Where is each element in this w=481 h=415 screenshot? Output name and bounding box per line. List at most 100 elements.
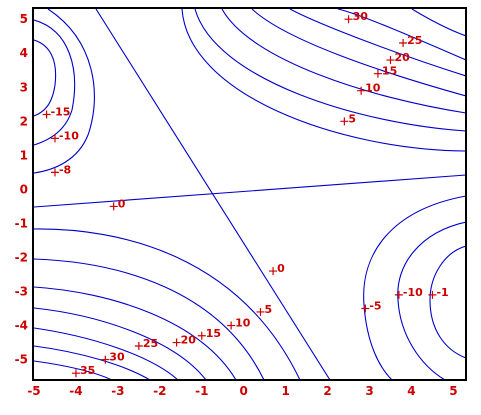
contour-line — [34, 39, 57, 117]
contour-line — [34, 228, 301, 380]
contour-line — [34, 19, 76, 146]
contour-label-text: 25 — [407, 34, 422, 47]
contour-line — [95, 9, 331, 380]
contour-label-marker — [344, 15, 353, 24]
contour-line — [194, 9, 466, 132]
contour-label-text: -5 — [369, 300, 381, 313]
contour-line — [34, 9, 95, 174]
x-tick-label: 5 — [449, 384, 457, 398]
contour-line — [34, 307, 207, 380]
contour-line — [34, 258, 265, 380]
contour-line — [34, 286, 237, 380]
contour-label-marker — [428, 290, 437, 299]
y-tick-label: -1 — [15, 216, 28, 230]
contour-label-text: 15 — [206, 327, 221, 340]
y-tick-label: 1 — [20, 148, 28, 162]
contour-label-text: -1 — [436, 286, 448, 299]
contour-label-text: 15 — [382, 65, 397, 78]
y-tick-label: 0 — [20, 182, 28, 196]
contour-label-text: 0 — [277, 262, 285, 275]
x-tick-label: 2 — [323, 384, 331, 398]
contour-label-marker — [172, 338, 181, 347]
contour-label-marker — [42, 110, 51, 119]
contour-label: 5 — [340, 112, 356, 125]
contour-line — [181, 9, 466, 152]
x-tick-label: -3 — [111, 384, 124, 398]
contour-lines — [34, 9, 466, 380]
x-tick-labels: -5 -4 -3 -2 -1 0 1 2 3 4 5 — [27, 384, 457, 398]
contour-label-marker — [386, 56, 395, 65]
y-tick-label: -3 — [15, 285, 28, 299]
contour-label: 20 — [172, 334, 197, 347]
contour-label-marker — [269, 267, 278, 276]
contour-label-text: -8 — [59, 163, 71, 176]
x-tick-label: -1 — [195, 384, 208, 398]
contour-line — [34, 327, 179, 380]
x-tick-label: -5 — [27, 384, 40, 398]
contour-label: 25 — [134, 337, 158, 350]
contour-label-marker — [101, 355, 110, 364]
contour-line — [337, 9, 466, 61]
contour-label: -10 — [50, 129, 79, 143]
contour-label: 5 — [256, 303, 272, 316]
contour-label: 0 — [269, 262, 285, 276]
y-tick-label: 5 — [20, 12, 28, 26]
contour-label: 10 — [357, 82, 381, 95]
contour-line — [34, 360, 113, 380]
contour-label-marker — [399, 39, 408, 48]
contour-label-text: -10 — [403, 286, 423, 299]
contour-label: -1 — [428, 286, 449, 299]
contour-label: 25 — [399, 34, 422, 48]
x-tick-label: 1 — [281, 384, 289, 398]
contour-label-text: 0 — [118, 197, 126, 210]
contour-label: 20 — [386, 51, 410, 65]
contour-line — [397, 221, 466, 380]
contour-line — [34, 345, 151, 380]
contour-label-text: 10 — [365, 82, 381, 95]
contour-label-text: 5 — [264, 303, 272, 316]
contour-label-marker — [256, 307, 265, 316]
x-tick-label: 3 — [365, 384, 373, 398]
contour-label: 35 — [71, 364, 95, 378]
y-tick-label: -4 — [15, 319, 28, 333]
y-tick-label: 2 — [20, 114, 28, 128]
y-tick-label: -2 — [15, 250, 28, 264]
contour-label: 30 — [101, 351, 125, 364]
y-tick-label: 4 — [20, 46, 28, 60]
contour-label-text: 35 — [80, 364, 95, 377]
x-tick-label: -4 — [69, 384, 82, 398]
x-tick-label: 4 — [407, 384, 415, 398]
contour-label-marker — [50, 168, 59, 177]
contour-label: 10 — [227, 317, 251, 330]
contour-line — [34, 174, 466, 208]
contour-label-marker — [50, 134, 59, 143]
contour-label-text: -15 — [51, 106, 71, 119]
contour-labels: 30252015105-15-10-8005101520253035-5-10-… — [42, 10, 449, 378]
contour-line — [429, 245, 466, 359]
x-tick-label: -2 — [153, 384, 166, 398]
contour-label-marker — [340, 117, 349, 126]
contour-label-marker — [361, 304, 370, 313]
contour-label: 30 — [344, 10, 369, 24]
contour-label-text: 20 — [181, 334, 197, 347]
contour-label-text: 30 — [353, 10, 369, 23]
contour-label: -8 — [50, 163, 71, 177]
contour-line — [221, 9, 466, 114]
plot-frame — [32, 7, 467, 381]
contour-label-marker — [357, 86, 366, 95]
contour-label-marker — [373, 69, 382, 78]
contour-label: -15 — [42, 106, 71, 119]
contour-label-marker — [227, 321, 236, 330]
contour-label-text: 25 — [143, 337, 158, 350]
contour-label: -5 — [361, 300, 382, 313]
contour-label: 15 — [197, 327, 221, 340]
contour-line — [363, 195, 466, 380]
y-tick-labels: 5 4 3 2 1 0 -1 -2 -3 -4 -5 — [15, 12, 28, 366]
y-tick-label: 3 — [20, 80, 28, 94]
contour-label-marker — [71, 369, 80, 378]
contour-label: -10 — [394, 286, 423, 299]
contour-line — [289, 9, 466, 77]
contour-label-text: 5 — [348, 112, 356, 125]
